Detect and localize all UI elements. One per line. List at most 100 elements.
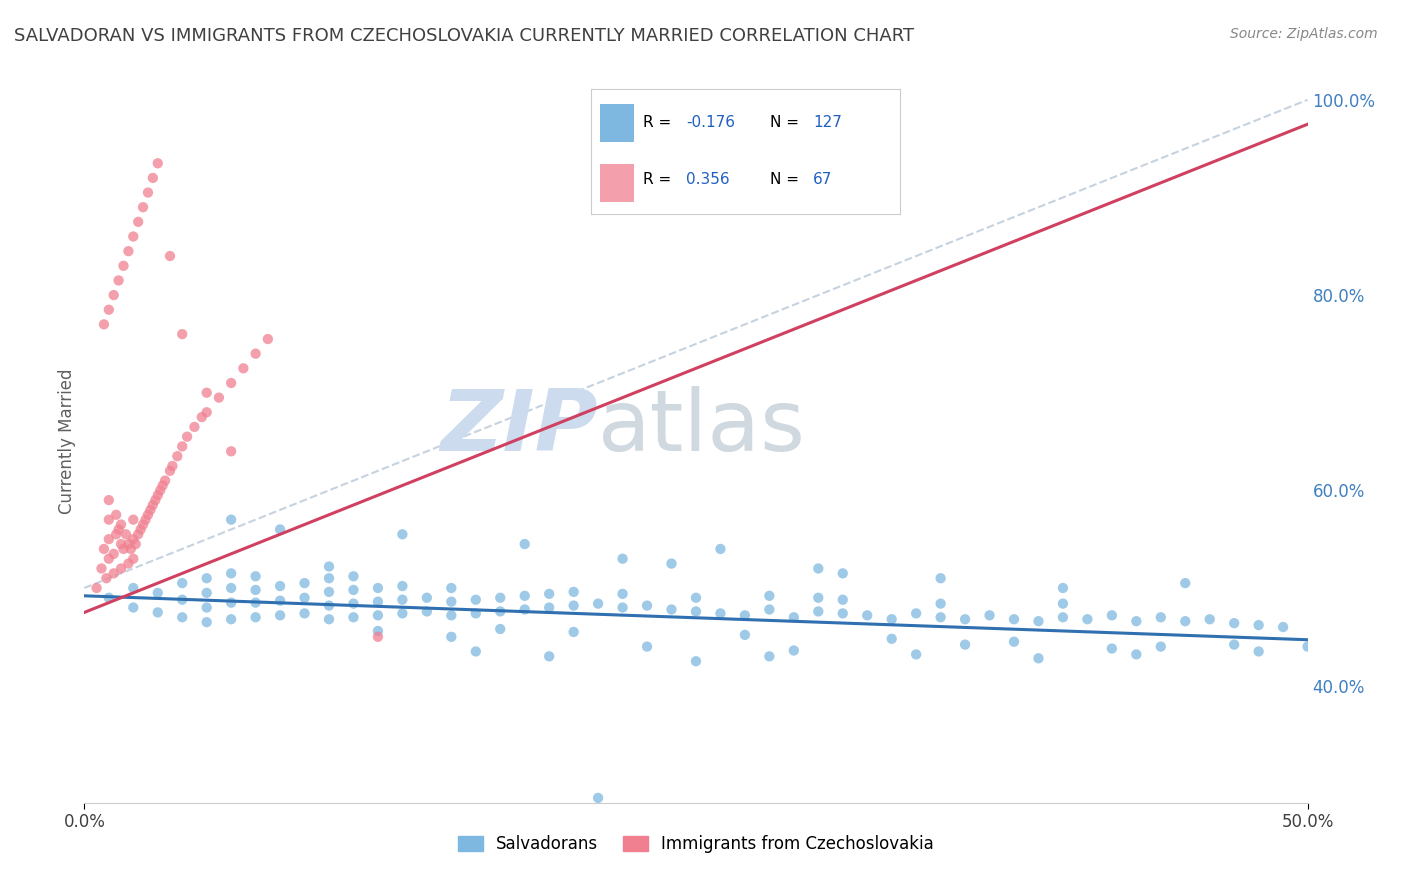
Point [172,610,194,624]
Point [97,551,120,566]
Point [661,602,683,616]
Y-axis label: Currently Married: Currently Married [58,368,76,515]
Point [269,579,291,593]
Point [831,566,853,581]
Point [1223,638,1246,652]
Point [93,541,115,556]
Point [97,302,120,317]
Point [685,591,707,605]
Point [367,595,389,609]
Point [1002,634,1025,648]
Point [245,569,267,583]
Point [318,599,340,613]
Point [149,483,172,498]
Point [103,288,125,302]
Point [440,608,463,623]
Point [880,612,903,626]
Point [232,361,254,376]
Point [97,532,120,546]
Point [112,541,135,556]
Point [1174,614,1197,628]
Point [86,581,108,595]
Point [195,615,218,630]
Text: -0.176: -0.176 [686,115,735,130]
Point [112,259,135,273]
Point [97,591,120,605]
Text: Source: ZipAtlas.com: Source: ZipAtlas.com [1230,27,1378,41]
Point [294,576,316,591]
Point [685,604,707,618]
Point [1174,576,1197,591]
Point [172,327,194,342]
Point [440,581,463,595]
Point [245,346,267,360]
Point [107,523,129,537]
Point [342,582,364,597]
Point [191,410,214,425]
Point [110,561,132,575]
Point [538,600,561,615]
Point [880,632,903,646]
Point [219,376,242,390]
Text: 127: 127 [813,115,842,130]
Text: R =: R = [643,115,676,130]
Point [758,649,780,664]
Point [416,604,439,618]
Point [153,474,176,488]
Point [159,249,181,263]
Point [367,608,389,623]
Point [117,557,139,571]
Text: R =: R = [643,171,676,186]
Point [513,602,536,616]
Point [831,607,853,621]
Point [1002,612,1025,626]
Point [831,592,853,607]
Point [1052,610,1074,624]
Point [117,244,139,259]
Text: N =: N = [770,171,804,186]
Point [122,600,145,615]
Point [159,464,181,478]
Point [107,273,129,287]
Point [172,576,194,591]
Point [269,593,291,607]
Point [162,458,184,473]
Point [1076,612,1098,626]
Point [176,430,198,444]
Point [1247,618,1270,632]
Point [1052,597,1074,611]
Point [661,557,683,571]
Text: SALVADORAN VS IMMIGRANTS FROM CZECHOSLOVAKIA CURRENTLY MARRIED CORRELATION CHART: SALVADORAN VS IMMIGRANTS FROM CZECHOSLOV… [14,27,914,45]
Point [318,559,340,574]
Point [734,628,756,642]
Point [807,604,830,618]
Point [219,612,242,626]
Point [342,610,364,624]
Point [1223,616,1246,631]
Point [929,610,952,624]
Point [245,610,267,624]
Point [709,541,731,556]
Bar [600,104,634,142]
Point [538,587,561,601]
Point [929,597,952,611]
Point [758,602,780,616]
Point [1150,610,1173,624]
Point [367,630,389,644]
Point [166,449,188,463]
Point [219,566,242,581]
Point [146,606,169,620]
Point [103,547,125,561]
Point [97,493,120,508]
Point [93,318,115,332]
Point [117,537,139,551]
Point [367,581,389,595]
Point [105,508,128,522]
Point [245,596,267,610]
Point [146,156,169,170]
Point [489,591,512,605]
Point [612,551,634,566]
Point [269,608,291,623]
Point [342,569,364,583]
Point [136,508,159,522]
